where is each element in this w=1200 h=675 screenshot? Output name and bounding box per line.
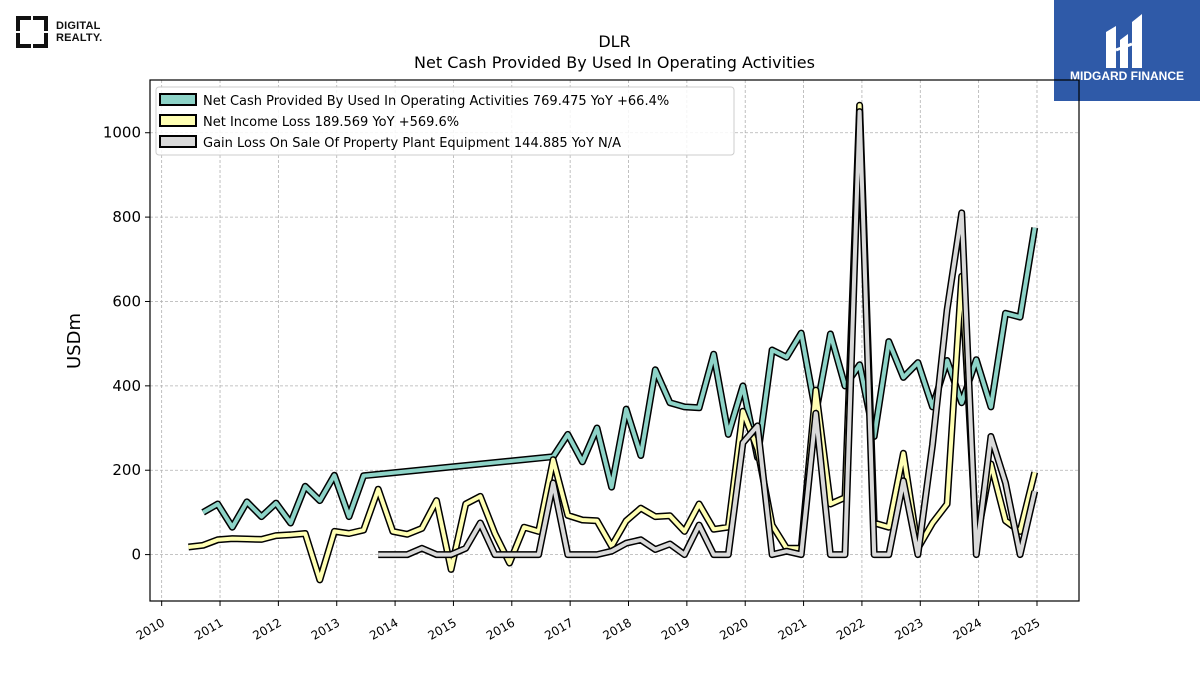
x-tick-label: 2022 (834, 615, 867, 642)
legend-swatch (159, 93, 197, 106)
x-tick-label: 2010 (134, 615, 167, 642)
x-tick-label: 2023 (892, 615, 925, 642)
midgard-mark-icon (1106, 14, 1142, 68)
x-tick-label: 2021 (776, 615, 809, 642)
series-2 (378, 108, 1039, 559)
series-lines (188, 101, 1039, 584)
x-tick-label: 2020 (717, 615, 750, 642)
legend-label: Net Income Loss 189.569 YoY +569.6% (203, 115, 459, 130)
series-line (188, 103, 1037, 582)
midgard-wordmark: MIDGARD FINANCE (1070, 69, 1184, 83)
x-tick-label: 2014 (367, 615, 400, 642)
legend-box (155, 86, 735, 156)
midgard-finance-logo: MIDGARD FINANCE (1054, 0, 1200, 101)
x-tick-label: 2025 (1009, 615, 1042, 642)
x-tick-label: 2015 (425, 615, 458, 642)
x-tick-label: 2024 (951, 615, 984, 642)
x-tick-label: 2012 (250, 615, 283, 642)
x-tick-label: 2018 (601, 615, 634, 642)
legend-swatch (159, 114, 197, 127)
x-tick-label: 2011 (192, 615, 225, 642)
series-0 (201, 227, 1039, 531)
series-line (378, 109, 1037, 557)
y-tick-label: 800 (112, 208, 141, 226)
digital-realty-mark-icon (16, 16, 48, 48)
legend-swatch (159, 135, 197, 148)
series-1 (188, 101, 1039, 584)
y-tick-label: 600 (112, 292, 141, 310)
x-tick-label: 2017 (542, 615, 575, 642)
plot-frame (149, 79, 1080, 602)
digital-realty-logo: DIGITAL REALTY. (16, 16, 102, 48)
x-tick-label: 2019 (659, 615, 692, 642)
x-tick-label: 2016 (484, 615, 517, 642)
y-tick-label: 1000 (103, 124, 141, 142)
chart-subtitle: Net Cash Provided By Used In Operating A… (414, 53, 815, 72)
y-tick-label: 400 (112, 377, 141, 395)
chart-title: DLR (598, 32, 630, 51)
y-tick-label: 0 (131, 546, 141, 564)
x-tick-label: 2013 (309, 615, 342, 642)
series-line (202, 227, 1037, 530)
axes: 2010 2011 2012 2013 2014 2015 2016 2017 2018 2019… (103, 124, 1043, 643)
digital-realty-wordmark: DIGITAL REALTY. (56, 20, 103, 44)
y-tick-label: 200 (112, 461, 141, 479)
legend: Net Cash Provided By Used In Operating A… (155, 86, 735, 156)
legend-label: Gain Loss On Sale Of Property Plant Equi… (203, 136, 621, 151)
legend-label: Net Cash Provided By Used In Operating A… (203, 94, 669, 109)
y-axis-label: USDm (64, 313, 85, 369)
series-line-outline (378, 108, 1039, 559)
